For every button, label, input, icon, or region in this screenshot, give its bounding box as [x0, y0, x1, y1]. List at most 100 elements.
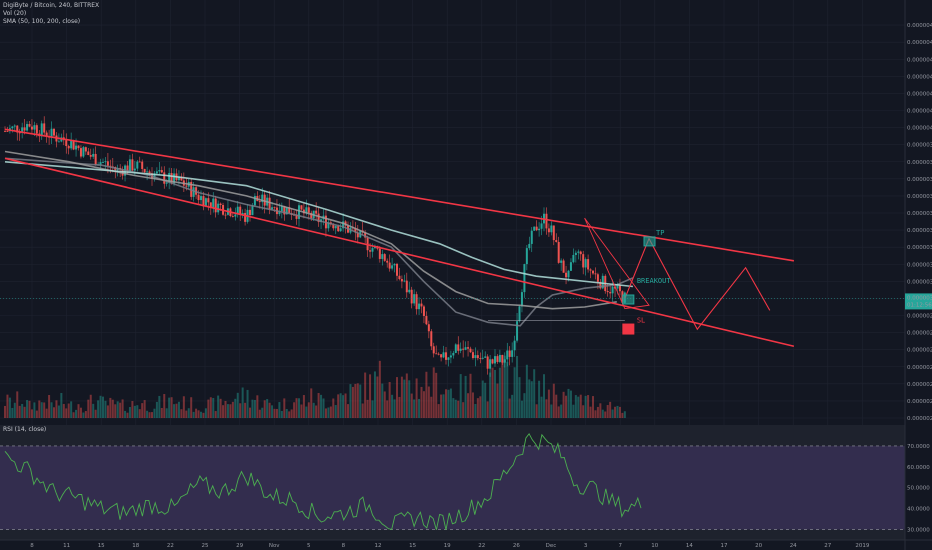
candle[interactable] — [236, 206, 239, 215]
candle[interactable] — [584, 259, 587, 268]
annotations[interactable]: TP BREAKOUT SL — [488, 229, 671, 335]
candle[interactable] — [452, 352, 455, 356]
candle[interactable] — [545, 213, 548, 229]
candle[interactable] — [263, 194, 266, 206]
candle[interactable] — [298, 205, 300, 219]
candle[interactable] — [106, 161, 109, 166]
candle[interactable] — [579, 251, 582, 255]
candle[interactable] — [599, 281, 602, 289]
candle[interactable] — [437, 353, 440, 355]
candle[interactable] — [413, 294, 416, 304]
candle[interactable] — [204, 198, 207, 207]
candle[interactable] — [476, 355, 479, 359]
candle[interactable] — [82, 147, 85, 157]
candle[interactable] — [79, 148, 82, 157]
candle[interactable] — [168, 173, 171, 183]
candle[interactable] — [611, 286, 614, 294]
candle[interactable] — [305, 207, 308, 214]
candle[interactable] — [89, 155, 92, 157]
candle[interactable] — [371, 248, 374, 252]
candle[interactable] — [217, 203, 220, 213]
candle[interactable] — [109, 165, 112, 167]
candle[interactable] — [538, 228, 541, 231]
candle[interactable] — [501, 354, 504, 363]
candle[interactable] — [420, 303, 423, 307]
candle[interactable] — [18, 132, 21, 134]
candle[interactable] — [70, 140, 73, 149]
candle[interactable] — [207, 198, 210, 203]
candle[interactable] — [65, 140, 68, 147]
candle[interactable] — [141, 161, 144, 169]
candle[interactable] — [258, 201, 261, 203]
candle[interactable] — [425, 315, 428, 325]
candle[interactable] — [422, 306, 425, 316]
breakout-marker[interactable] — [622, 294, 635, 305]
candle[interactable] — [310, 212, 313, 219]
candle[interactable] — [435, 353, 438, 355]
candle[interactable] — [261, 194, 264, 203]
candle[interactable] — [133, 168, 136, 171]
candle[interactable] — [400, 279, 403, 282]
candle[interactable] — [40, 123, 43, 137]
candle[interactable] — [13, 125, 16, 127]
candle[interactable] — [11, 126, 14, 129]
candle[interactable] — [471, 352, 474, 359]
candle[interactable] — [464, 347, 467, 350]
candle[interactable] — [432, 346, 435, 354]
candle[interactable] — [200, 196, 202, 201]
candle[interactable] — [209, 202, 212, 208]
candle[interactable] — [239, 206, 242, 215]
candle[interactable] — [513, 340, 516, 351]
candle[interactable] — [528, 243, 531, 249]
candle[interactable] — [202, 196, 205, 207]
candle[interactable] — [334, 226, 337, 229]
candle[interactable] — [165, 182, 168, 184]
candle[interactable] — [356, 232, 359, 238]
candle[interactable] — [327, 222, 330, 229]
candle[interactable] — [609, 292, 612, 294]
rsi-axis[interactable]: 70.0000 60.0000 50.0000 40.0000 30.0000 — [907, 444, 930, 534]
candle[interactable] — [21, 127, 24, 133]
candle[interactable] — [35, 125, 38, 134]
candle[interactable] — [577, 251, 580, 253]
candle[interactable] — [506, 350, 509, 360]
candle[interactable] — [582, 254, 585, 268]
candle[interactable] — [386, 260, 389, 263]
candle[interactable] — [469, 348, 472, 353]
candle[interactable] — [315, 210, 318, 214]
candle[interactable] — [403, 280, 406, 282]
candle[interactable] — [525, 248, 528, 265]
candle[interactable] — [474, 355, 477, 359]
candle[interactable] — [26, 124, 29, 131]
candle[interactable] — [540, 223, 543, 229]
candle[interactable] — [163, 172, 166, 184]
candles[interactable] — [4, 116, 626, 377]
candle[interactable] — [87, 151, 90, 156]
candle[interactable] — [589, 269, 592, 271]
candle[interactable] — [489, 359, 492, 369]
candle[interactable] — [484, 356, 487, 358]
candle[interactable] — [231, 216, 234, 217]
candle[interactable] — [427, 324, 430, 332]
candle[interactable] — [462, 348, 465, 350]
candle[interactable] — [354, 228, 357, 233]
candle[interactable] — [185, 185, 188, 187]
candle[interactable] — [565, 272, 568, 278]
candle[interactable] — [523, 264, 526, 293]
candle[interactable] — [594, 273, 597, 275]
candle[interactable] — [173, 173, 176, 184]
candle[interactable] — [430, 331, 433, 347]
candle[interactable] — [283, 205, 286, 215]
candle[interactable] — [307, 207, 310, 213]
candle[interactable] — [244, 213, 247, 222]
candle[interactable] — [383, 254, 386, 261]
candle[interactable] — [6, 131, 9, 132]
candle[interactable] — [268, 197, 271, 210]
candle[interactable] — [153, 173, 156, 179]
candle[interactable] — [192, 187, 195, 197]
candle[interactable] — [148, 171, 151, 174]
candle[interactable] — [398, 275, 401, 280]
candle[interactable] — [53, 128, 55, 136]
candle[interactable] — [457, 344, 460, 351]
candle[interactable] — [508, 350, 511, 357]
